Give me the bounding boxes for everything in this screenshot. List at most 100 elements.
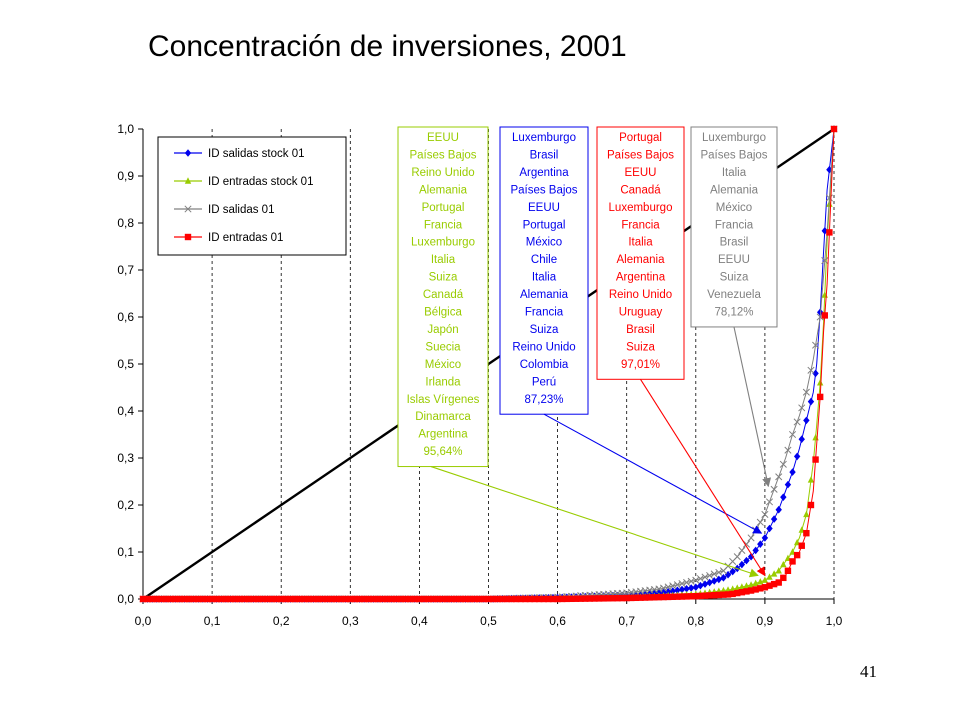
annotation-line: Suecia (425, 341, 461, 353)
data-point (715, 575, 723, 584)
data-point (245, 595, 253, 603)
data-point (738, 546, 746, 554)
data-point (720, 574, 727, 582)
data-point (600, 595, 607, 602)
x-tick-label: 0,8 (687, 614, 704, 628)
data-point (554, 595, 561, 603)
data-point (780, 574, 787, 582)
data-point (434, 595, 442, 603)
data-point (775, 473, 783, 481)
data-point (710, 570, 718, 578)
data-point (678, 593, 686, 600)
data-point (512, 595, 520, 603)
annotation-line: Portugal (523, 219, 566, 231)
data-point (618, 594, 626, 602)
series-id-entradas-01 (139, 125, 838, 603)
annotation-line: Brasil (530, 149, 559, 161)
annotation-line: Brasil (626, 324, 655, 336)
data-point (411, 595, 418, 603)
data-point (374, 595, 382, 603)
data-point (420, 595, 428, 603)
data-point (227, 595, 234, 603)
data-point (651, 594, 658, 601)
data-point (729, 567, 736, 576)
data-point (720, 591, 727, 598)
data-point (153, 595, 161, 603)
data-point (264, 595, 271, 603)
data-point (789, 468, 796, 476)
x-tick-label: 0,0 (135, 614, 152, 628)
data-point (185, 595, 193, 603)
data-point (687, 584, 695, 592)
annotation-line: EEUU (625, 167, 657, 179)
annotation-line: Alemania (419, 184, 468, 196)
data-point (678, 580, 686, 588)
annotation-line: Italia (532, 272, 557, 284)
data-point (282, 595, 290, 603)
x-tick-label: 0,9 (757, 614, 774, 628)
data-point (715, 591, 723, 599)
data-point (779, 460, 787, 468)
data-point (687, 593, 695, 600)
data-point (351, 595, 359, 603)
data-point (706, 571, 714, 580)
data-point (697, 581, 704, 590)
data-point (766, 582, 773, 589)
data-point (775, 579, 782, 586)
data-point (222, 595, 230, 603)
data-point (780, 493, 787, 501)
annotation-line: EEUU (528, 202, 560, 214)
annotation-line: Italia (431, 254, 456, 266)
annotation-line: Francia (525, 307, 564, 319)
data-point (310, 595, 317, 603)
annotation-line: Luxemburgo (609, 202, 673, 214)
x-tick-label: 0,2 (273, 614, 290, 628)
data-point (775, 567, 782, 574)
data-point (701, 592, 709, 599)
data-point (770, 515, 778, 523)
data-point (816, 393, 824, 401)
y-tick-label: 0,2 (117, 498, 134, 512)
data-point (743, 582, 750, 589)
annotation-line: Países Bajos (700, 149, 767, 161)
data-point (711, 591, 718, 599)
annotation-line: Alemania (710, 184, 759, 196)
data-point (738, 583, 746, 590)
legend-label: ID salidas stock 01 (208, 148, 305, 160)
data-point (812, 369, 819, 378)
annotation-line: Suiza (720, 272, 749, 284)
data-point (757, 540, 764, 548)
data-point (766, 573, 773, 580)
annotation-box: EEUU Países Bajos Reino Unido Alemania Portu… (397, 126, 759, 578)
data-point (540, 595, 547, 603)
legend-marker (184, 177, 192, 184)
data-point (807, 476, 815, 483)
data-point (259, 595, 266, 603)
data-point (213, 595, 220, 603)
data-point (568, 595, 575, 603)
data-point (798, 542, 805, 549)
annotation-line: 87,23% (524, 394, 563, 406)
data-point (314, 595, 322, 603)
annotation-line: Bélgica (424, 307, 462, 319)
data-point (162, 595, 170, 603)
annotation-line: Argentina (616, 272, 666, 284)
data-point (669, 582, 677, 590)
data-point (830, 125, 838, 133)
data-point (664, 583, 672, 591)
data-point (674, 586, 681, 595)
data-point (522, 595, 529, 603)
data-point (701, 573, 709, 581)
data-point (273, 595, 280, 603)
data-point (724, 591, 732, 598)
y-tick-label: 0,0 (117, 592, 134, 606)
data-point (195, 595, 202, 603)
data-point (471, 595, 478, 603)
data-point (559, 595, 566, 603)
data-point (287, 595, 294, 603)
data-point (549, 595, 557, 603)
data-point (659, 584, 668, 592)
legend-label: ID salidas 01 (208, 204, 274, 216)
data-point (788, 430, 797, 439)
legend-marker (184, 149, 192, 157)
